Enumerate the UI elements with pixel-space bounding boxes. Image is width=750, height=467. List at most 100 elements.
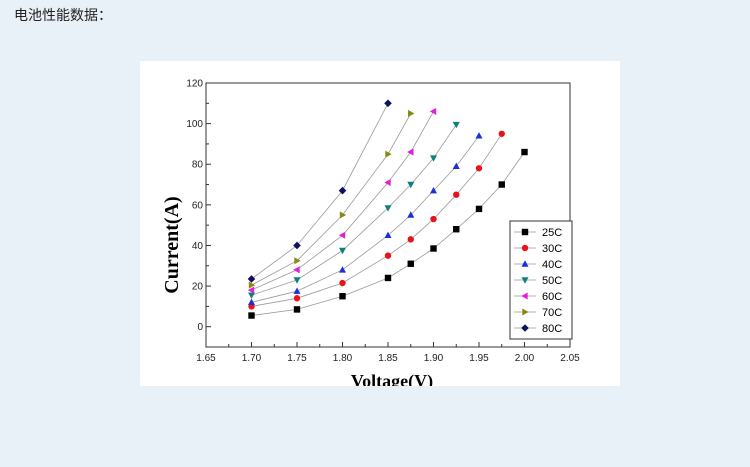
data-point-40C xyxy=(452,162,460,169)
series-line-70C xyxy=(251,113,412,286)
series-30C xyxy=(248,130,505,310)
y-tick-label: 40 xyxy=(192,241,204,252)
legend-label-40C: 40C xyxy=(542,259,562,271)
data-point-70C xyxy=(385,150,392,158)
data-point-80C xyxy=(384,99,392,108)
data-point-80C xyxy=(338,186,347,195)
data-point-30C xyxy=(453,191,460,198)
data-point-50C xyxy=(430,155,437,162)
data-point-25C xyxy=(475,205,483,213)
data-point-40C xyxy=(384,231,392,238)
data-point-70C xyxy=(339,211,347,219)
x-axis-title: Voltage(V) xyxy=(351,371,433,386)
data-point-40C xyxy=(430,187,437,194)
data-point-30C xyxy=(293,295,301,302)
x-tick-label: 1.75 xyxy=(287,353,307,364)
y-tick-label: 20 xyxy=(192,282,204,293)
legend-marker-30C xyxy=(521,244,529,252)
series-line-80C xyxy=(251,103,389,280)
legend-label-70C: 70C xyxy=(542,307,562,319)
x-tick-label: 1.80 xyxy=(333,353,353,364)
data-point-60C xyxy=(407,148,414,156)
data-point-25C xyxy=(407,260,414,267)
series-60C xyxy=(247,107,437,294)
data-point-60C xyxy=(338,231,346,239)
data-point-25C xyxy=(339,293,346,300)
series-line-60C xyxy=(251,111,434,291)
data-point-40C xyxy=(475,132,483,139)
legend-marker-40C xyxy=(521,260,529,267)
data-point-25C xyxy=(384,274,392,282)
series-40C xyxy=(248,132,483,305)
data-point-30C xyxy=(384,252,392,259)
x-tick-label: 1.90 xyxy=(424,353,444,364)
series-80C xyxy=(247,99,392,283)
data-point-70C xyxy=(408,109,415,117)
series-layer xyxy=(247,99,528,319)
data-point-50C xyxy=(384,205,392,212)
data-point-25C xyxy=(521,148,528,156)
series-25C xyxy=(248,148,528,319)
x-tick-label: 2.00 xyxy=(515,353,535,364)
y-tick-label: 0 xyxy=(197,322,203,333)
y-tick-label: 100 xyxy=(186,119,203,130)
data-point-30C xyxy=(407,236,414,243)
x-tick-label: 1.70 xyxy=(242,353,262,364)
legend-marker-50C xyxy=(521,277,529,284)
data-point-80C xyxy=(247,275,256,283)
data-point-60C xyxy=(293,266,300,274)
data-point-40C xyxy=(248,298,255,305)
data-point-70C xyxy=(248,281,256,289)
data-point-60C xyxy=(429,107,437,115)
y-axis-title: Current(A) xyxy=(161,196,183,293)
legend-marker-25C xyxy=(521,228,529,236)
series-line-30C xyxy=(251,133,503,307)
data-point-80C xyxy=(293,241,301,250)
x-tick-label: 2.05 xyxy=(560,353,580,364)
chart-container: 1.65 1.70 1.75 1.80 1.85 1.90 1.95 2.00 2.05 0 20… xyxy=(140,61,620,386)
legend-label-25C: 25C xyxy=(542,227,562,239)
y-tick-label: 60 xyxy=(192,200,204,211)
legend-label-60C: 60C xyxy=(542,291,562,303)
data-point-25C xyxy=(293,306,301,313)
x-tick-label: 1.85 xyxy=(378,353,398,364)
data-point-40C xyxy=(293,287,301,294)
data-point-40C xyxy=(407,211,415,218)
legend-label-30C: 30C xyxy=(542,243,562,255)
legend: 25C 30C 40C 50C 60C 70C 80C xyxy=(509,220,573,340)
data-point-60C xyxy=(247,286,255,294)
data-point-50C xyxy=(293,277,301,284)
data-point-25C xyxy=(498,181,505,188)
current-voltage-chart: 1.65 1.70 1.75 1.80 1.85 1.90 1.95 2.00 2.05 0 20… xyxy=(161,79,580,387)
data-point-30C xyxy=(475,165,483,172)
series-line-50C xyxy=(251,124,457,296)
series-line-40C xyxy=(251,135,480,303)
x-tick-label: 1.95 xyxy=(469,353,489,364)
data-point-30C xyxy=(498,130,505,137)
legend-marker-70C xyxy=(522,308,529,316)
data-point-25C xyxy=(430,245,437,252)
data-point-60C xyxy=(384,179,391,186)
x-tick-label: 1.65 xyxy=(196,353,216,364)
data-point-50C xyxy=(407,181,415,189)
data-point-30C xyxy=(430,215,437,223)
y-axis: 0 20 40 60 80 100 120 xyxy=(186,79,211,333)
x-axis: 1.65 1.70 1.75 1.80 1.85 1.90 1.95 2.00 2.05 xyxy=(196,342,580,364)
data-point-70C xyxy=(294,257,301,265)
legend-label-50C: 50C xyxy=(542,275,562,287)
page-heading: 电池性能数据： xyxy=(14,8,112,24)
data-point-25C xyxy=(248,312,255,319)
data-point-30C xyxy=(339,279,346,287)
series-50C xyxy=(248,121,460,299)
legend-marker-60C xyxy=(521,292,528,300)
data-point-50C xyxy=(339,247,346,255)
series-line-25C xyxy=(251,151,525,316)
data-point-50C xyxy=(248,292,255,299)
data-point-50C xyxy=(452,121,460,129)
data-point-25C xyxy=(453,226,460,233)
y-tick-label: 120 xyxy=(186,79,203,90)
series-70C xyxy=(248,109,415,289)
data-point-40C xyxy=(339,266,346,273)
y-tick-label: 80 xyxy=(192,160,204,171)
legend-label-80C: 80C xyxy=(542,323,562,335)
